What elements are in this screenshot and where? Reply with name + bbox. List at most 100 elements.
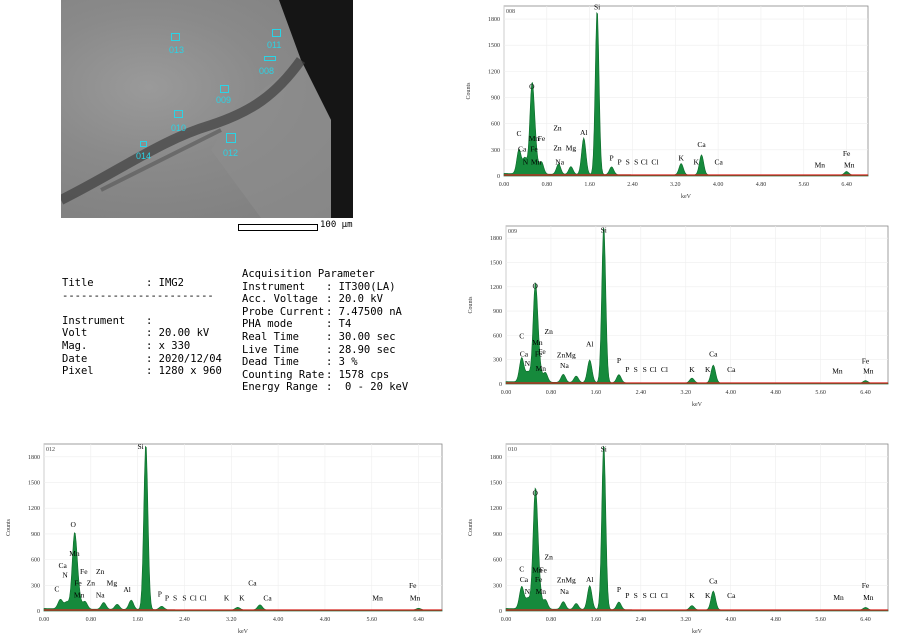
spectrum-id: 009 [508, 229, 517, 235]
x-axis-label: keV [692, 402, 703, 408]
roi-box-008[interactable] [264, 56, 276, 61]
element-label: K [239, 594, 245, 603]
roi-box-013[interactable] [171, 33, 180, 41]
scale-label: 100 μm [320, 220, 353, 230]
element-label: S [643, 591, 647, 600]
scale-bar [238, 224, 318, 231]
element-label: C [519, 332, 524, 341]
element-label: N [62, 571, 68, 580]
divider: ------------------------ [62, 289, 214, 302]
element-label: Ca [709, 577, 718, 586]
element-label: Fe [539, 565, 547, 574]
y-tick-label: 300 [491, 148, 500, 154]
acquisition-row: Instrument: IT300(LA) [242, 281, 408, 294]
instrument-value: : [146, 314, 153, 327]
element-label: Ca [248, 578, 257, 587]
element-label: P [158, 589, 162, 598]
spectrum-id: 010 [508, 447, 517, 453]
acquisition-key: Instrument [242, 280, 306, 293]
x-tick-label: 0.80 [542, 182, 553, 188]
element-label: P [165, 594, 169, 603]
element-label: Si [601, 225, 607, 234]
element-label: C [54, 584, 59, 593]
element-label: Cl [661, 365, 668, 374]
y-tick-label: 1200 [488, 69, 500, 75]
acquisition-rows: Instrument: IT300(LA) Acc. Voltage: 20.0 … [242, 281, 408, 394]
roi-box-010[interactable] [174, 110, 183, 118]
element-label: Mn [863, 366, 874, 375]
element-label: Mn [410, 594, 421, 603]
element-label: Na [560, 587, 569, 596]
element-label: Mg [107, 578, 118, 587]
y-tick-label: 1500 [28, 481, 40, 487]
element-label: Mn [833, 593, 844, 602]
plot-frame [505, 225, 889, 385]
element-label: Cl [200, 594, 207, 603]
x-tick-label: 4.00 [713, 182, 724, 188]
element-label: Mn [74, 590, 85, 599]
element-label: Fe [862, 581, 870, 590]
x-tick-label: 5.60 [815, 617, 826, 623]
spectrum-id: 012 [46, 447, 55, 453]
acquisition-value: : T4 [326, 318, 352, 331]
roi-box-011[interactable] [272, 29, 281, 37]
element-label: Mn [536, 587, 547, 596]
roi-label-010: 010 [171, 123, 187, 133]
element-label: Al [580, 128, 588, 137]
element-label: S [634, 158, 638, 167]
roi-label-013: 013 [169, 45, 185, 55]
y-tick-label: 1800 [488, 17, 500, 23]
date-value: : 2020/12/04 [146, 352, 222, 365]
plot-frame [43, 443, 443, 612]
roi-box-012[interactable] [226, 133, 236, 143]
acquisition-row: Real Time: 30.00 sec [242, 331, 408, 344]
x-tick-label: 3.20 [226, 617, 237, 623]
y-tick-label: 300 [493, 583, 502, 589]
light-grain [211, 60, 331, 218]
element-label: Mn [69, 549, 80, 558]
acquisition-row: Probe Current: 7.47500 nA [242, 306, 408, 319]
x-tick-label: 3.20 [670, 182, 681, 188]
element-label: Cl [190, 594, 197, 603]
element-label: Ca [727, 365, 736, 374]
x-tick-label: 3.20 [681, 617, 692, 623]
element-label: O [529, 82, 535, 91]
element-label: Cl [641, 158, 648, 167]
element-label: Cl [650, 365, 657, 374]
element-label: K [678, 153, 684, 162]
spectrum-id: 008 [506, 9, 515, 15]
element-label: Mn [863, 593, 874, 602]
element-label: Fe [80, 567, 88, 576]
spectrum-012: 012 0 300 600 900 1200 1500 1800 0.00 0.80 1.60 2.4… [0, 438, 452, 641]
x-tick-label: 6.40 [413, 617, 424, 623]
roi-box-009[interactable] [220, 85, 229, 93]
roi-box-014[interactable] [140, 141, 147, 147]
element-label: Zn [557, 576, 566, 585]
x-tick-label: 1.60 [584, 182, 595, 188]
sem-texture [61, 0, 353, 218]
element-label: Cl [651, 158, 658, 167]
x-tick-label: 4.00 [273, 617, 284, 623]
y-tick-label: 600 [491, 122, 500, 128]
acquisition-row: Energy Range: 0 - 20 keV [242, 381, 408, 394]
acquisition-row: Counting Rate: 1578 cps [242, 369, 408, 382]
x-tick-label: 5.60 [799, 182, 810, 188]
y-tick-label: 1800 [490, 455, 502, 461]
x-tick-label: 3.20 [681, 390, 692, 396]
fracture-line [61, 57, 306, 205]
dark-region [279, 0, 353, 218]
acquisition-value: : 30.00 sec [326, 330, 396, 343]
acquisition-key: Live Time [242, 343, 299, 356]
element-label: Fe [74, 578, 82, 587]
title-value: : IMG2 [146, 277, 184, 289]
element-label: P [618, 158, 622, 167]
spectrum-008: 008 0 300 600 900 1200 1500 1800 0.00 0.80 1.60 2.4… [460, 0, 878, 206]
element-label: N [525, 587, 531, 596]
acquisition-key: Acc. Voltage [242, 293, 318, 306]
y-tick-label: 1200 [490, 285, 502, 291]
element-label: Mn [844, 160, 855, 169]
element-label: Mg [565, 350, 576, 359]
element-label: K [689, 591, 695, 600]
acquisition-key: PHA mode [242, 318, 293, 331]
element-label: Mn [532, 338, 543, 347]
